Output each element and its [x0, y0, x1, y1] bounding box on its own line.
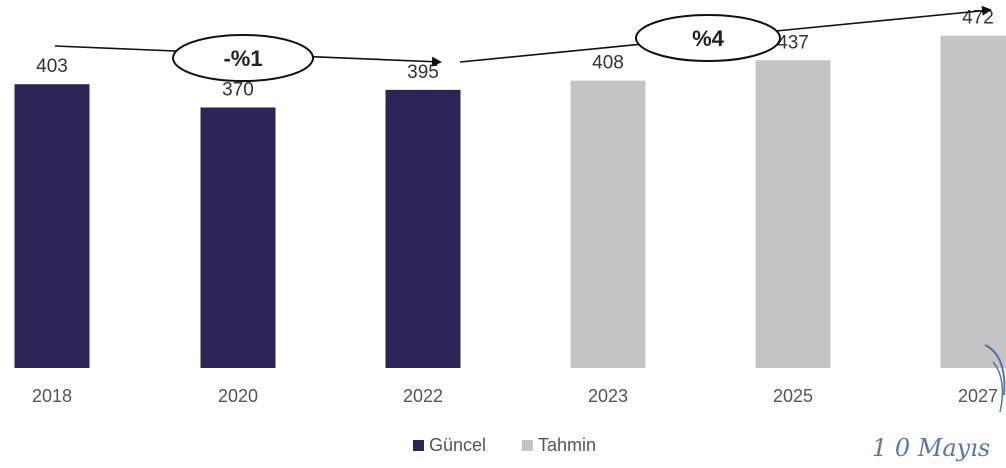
- value-label-2022: 395: [407, 62, 439, 83]
- category-label-2023: 2023: [588, 386, 628, 406]
- category-label-2018: 2018: [32, 386, 72, 406]
- legend-swatch-actual: [413, 440, 424, 451]
- bar-2025: [755, 60, 831, 368]
- category-label-2027: 2027: [958, 386, 998, 406]
- growth-callout-2: [635, 14, 781, 62]
- bar-2020: [200, 107, 276, 368]
- legend-label-actual: Güncel: [429, 435, 486, 455]
- stamp-text: 1 0 Mayıs: [872, 434, 990, 462]
- bar-2023: [570, 80, 646, 368]
- value-label-2018: 403: [36, 56, 68, 77]
- bar-2027: [940, 35, 1006, 369]
- growth-label-1: -%1: [223, 46, 262, 71]
- growth-callout-1: [172, 34, 314, 82]
- legend: Güncel Tahmin: [413, 435, 596, 455]
- value-label-2020: 370: [222, 79, 254, 100]
- legend-label-forecast: Tahmin: [538, 435, 596, 455]
- growth-label-2: %4: [692, 26, 725, 51]
- value-label-2023: 408: [592, 53, 624, 74]
- category-label-2022: 2022: [403, 386, 443, 406]
- category-label-2020: 2020: [218, 386, 258, 406]
- bar-2018: [14, 84, 90, 369]
- bar-2022: [385, 89, 461, 369]
- date-stamp: 1 0 Mayıs: [872, 344, 1006, 462]
- category-label-2025: 2025: [773, 386, 813, 406]
- value-label-2025: 437: [777, 32, 809, 53]
- legend-swatch-forecast: [522, 440, 533, 451]
